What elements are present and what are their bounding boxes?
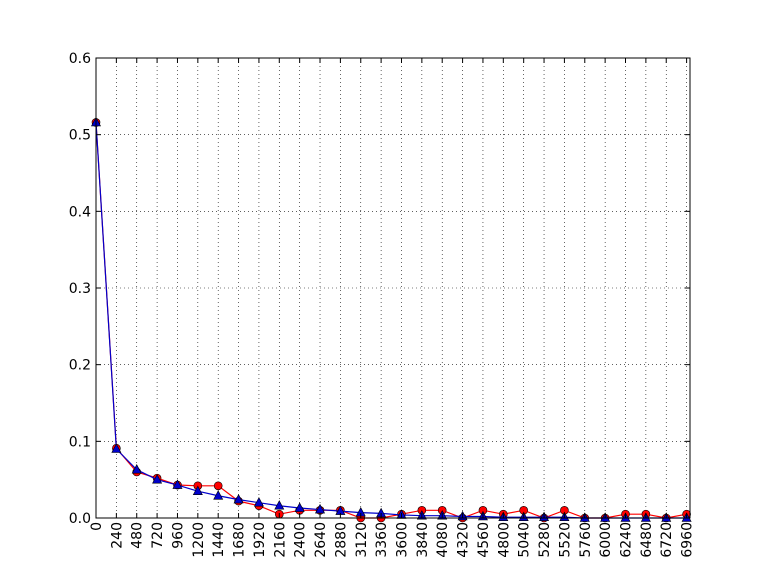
x-tick-label: 1440 xyxy=(211,522,227,558)
x-tick-label: 4080 xyxy=(435,522,451,558)
series-2-point xyxy=(152,474,163,484)
x-tick-label: 1200 xyxy=(191,522,207,558)
x-tick-label: 3360 xyxy=(374,522,390,558)
x-tick-label: 240 xyxy=(109,522,125,549)
series-2-point xyxy=(192,485,203,495)
series-2-point xyxy=(213,490,224,500)
x-tick-label: 480 xyxy=(130,522,146,549)
y-tick-label: 0.6 xyxy=(69,51,91,67)
x-tick-label: 5280 xyxy=(537,522,553,558)
x-tick-label: 6960 xyxy=(680,522,696,558)
series-2-point xyxy=(274,500,285,510)
y-tick-label: 0.1 xyxy=(69,434,91,450)
x-tick-label: 0 xyxy=(89,522,105,531)
x-tick-label: 6480 xyxy=(639,522,655,558)
y-tick-label: 0.4 xyxy=(69,204,91,220)
x-tick-label: 1680 xyxy=(232,522,248,558)
y-tick-label: 0.0 xyxy=(69,511,91,527)
y-tick-label: 0.5 xyxy=(69,128,91,144)
x-tick-label: 6240 xyxy=(619,522,635,558)
x-tick-label: 2400 xyxy=(293,522,309,558)
x-tick-label: 720 xyxy=(150,522,166,549)
x-tick-label: 5760 xyxy=(578,522,594,558)
x-tick-label: 3840 xyxy=(415,522,431,558)
x-tick-label: 4560 xyxy=(476,522,492,558)
x-tick-label: 5520 xyxy=(557,522,573,558)
grid-lines xyxy=(96,58,690,518)
x-tick-label: 1920 xyxy=(252,522,268,558)
x-tick-label: 2640 xyxy=(313,522,329,558)
series-2-point xyxy=(294,502,305,512)
series-2-point xyxy=(111,443,122,453)
axis-ticks: 0.0 0.1 0.2 0.3 0.4 0.5 0.6 0 240 480 720 960 1200 14… xyxy=(69,51,696,558)
x-tick-label: 2160 xyxy=(272,522,288,558)
series-1-point xyxy=(213,481,223,491)
x-tick-label: 4800 xyxy=(496,522,512,558)
x-tick-label: 960 xyxy=(170,522,186,549)
series-2-point xyxy=(253,497,264,507)
x-tick-label: 6720 xyxy=(659,522,675,558)
series-2-point xyxy=(172,479,183,489)
x-tick-label: 4320 xyxy=(456,522,472,558)
x-tick-label: 3120 xyxy=(354,522,370,558)
x-tick-label: 6000 xyxy=(598,522,614,558)
y-tick-label: 0.3 xyxy=(69,281,91,297)
y-tick-label: 0.2 xyxy=(69,358,91,374)
series-2-point xyxy=(233,493,244,504)
x-tick-label: 2880 xyxy=(333,522,349,558)
series-2-point xyxy=(131,464,142,474)
x-tick-label: 3600 xyxy=(394,522,410,558)
x-tick-label: 5040 xyxy=(517,522,533,558)
